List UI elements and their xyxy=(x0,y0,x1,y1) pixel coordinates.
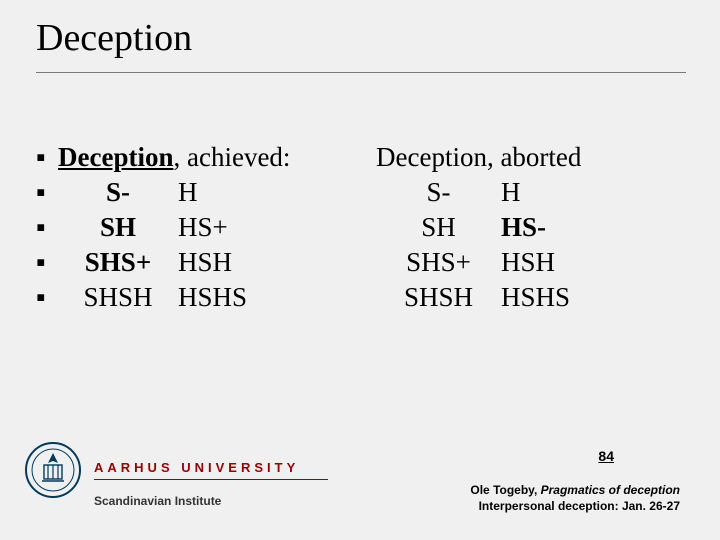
attribution-author: Ole Togeby, xyxy=(470,483,540,497)
right-row-2-b: HSH xyxy=(501,245,621,280)
right-heading-row: Deception, aborted xyxy=(376,140,676,175)
left-row-1: ▪ SH HS+ xyxy=(36,210,376,245)
right-row-2: SHS+ HSH xyxy=(376,245,676,280)
left-row-0: ▪ S- H xyxy=(36,175,376,210)
left-heading: Deception, achieved: xyxy=(58,140,290,175)
attribution: Ole Togeby, Pragmatics of deception Inte… xyxy=(470,482,680,514)
university-rule xyxy=(94,479,328,480)
right-row-0-b: H xyxy=(501,175,621,210)
attribution-line1: Ole Togeby, Pragmatics of deception xyxy=(470,482,680,498)
right-row-1-a: SH xyxy=(376,210,501,245)
left-heading-suffix: , achieved: xyxy=(173,142,290,172)
attribution-line2: Interpersonal deception: Jan. 26-27 xyxy=(470,498,680,514)
slide: Deception ▪ Deception, achieved: ▪ S- H … xyxy=(0,0,720,540)
left-heading-underlined: Deception xyxy=(58,142,173,172)
bullet-icon: ▪ xyxy=(36,210,58,245)
footer-text: AARHUS UNIVERSITY Scandinavian Institute xyxy=(94,460,328,508)
bullet-icon: ▪ xyxy=(36,245,58,280)
left-row-1-a: SH xyxy=(58,210,178,245)
left-row-0-b: H xyxy=(178,175,288,210)
right-row-3-a: SHSH xyxy=(376,280,501,315)
left-row-0-a: S- xyxy=(58,175,178,210)
left-row-2-a: SHS+ xyxy=(58,245,178,280)
left-heading-row: ▪ Deception, achieved: xyxy=(36,140,376,175)
left-row-2: ▪ SHS+ HSH xyxy=(36,245,376,280)
slide-title: Deception xyxy=(36,16,192,60)
right-row-0: S- H xyxy=(376,175,676,210)
left-row-3: ▪ SHSH HSHS xyxy=(36,280,376,315)
right-row-0-a: S- xyxy=(376,175,501,210)
right-row-2-a: SHS+ xyxy=(376,245,501,280)
right-row-1-b: HS- xyxy=(501,210,621,245)
right-row-1: SH HS- xyxy=(376,210,676,245)
bullet-icon: ▪ xyxy=(36,280,58,315)
right-row-3: SHSH HSHS xyxy=(376,280,676,315)
bullet-icon: ▪ xyxy=(36,140,58,175)
left-column: ▪ Deception, achieved: ▪ S- H ▪ SH HS+ ▪… xyxy=(36,140,376,315)
attribution-title: Pragmatics of deception xyxy=(541,483,680,497)
left-row-3-a: SHSH xyxy=(58,280,178,315)
university-name: AARHUS UNIVERSITY xyxy=(94,460,328,475)
right-column: Deception, aborted S- H SH HS- SHS+ HSH … xyxy=(376,140,676,315)
right-heading: Deception, aborted xyxy=(376,140,581,175)
content-area: ▪ Deception, achieved: ▪ S- H ▪ SH HS+ ▪… xyxy=(36,140,684,315)
bullet-icon: ▪ xyxy=(36,175,58,210)
title-underline xyxy=(36,72,686,73)
left-row-1-b: HS+ xyxy=(178,210,288,245)
page-number: 84 xyxy=(598,448,614,464)
university-seal-icon xyxy=(24,441,82,504)
right-row-3-b: HSHS xyxy=(501,280,621,315)
left-row-2-b: HSH xyxy=(178,245,288,280)
left-row-3-b: HSHS xyxy=(178,280,288,315)
institute-name: Scandinavian Institute xyxy=(94,494,328,508)
